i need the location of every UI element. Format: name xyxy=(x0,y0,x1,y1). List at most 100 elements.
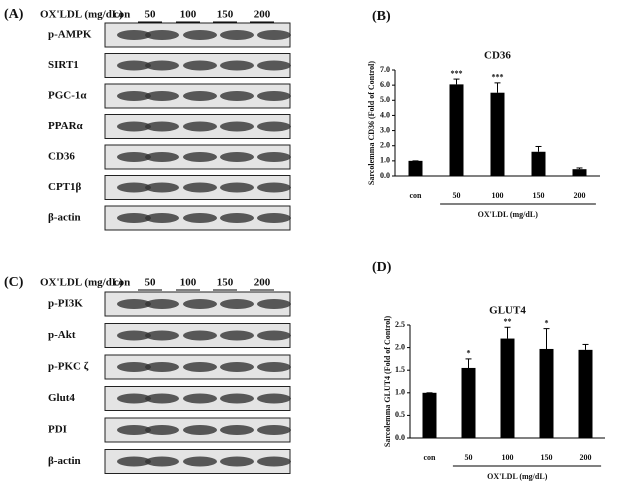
blot-band xyxy=(220,299,254,309)
panel-label: (A) xyxy=(4,7,24,22)
lane-label: con xyxy=(114,9,131,21)
bar xyxy=(461,367,476,438)
blot-band xyxy=(183,182,217,193)
bar xyxy=(578,349,593,438)
x-tick-label: con xyxy=(424,453,437,462)
row-label: p-AMPK xyxy=(48,29,92,41)
lane-label: 150 xyxy=(217,277,234,289)
blot-band xyxy=(220,393,254,404)
blot-band xyxy=(145,393,179,404)
y-tick-label: 2.5 xyxy=(395,320,405,329)
row-label: β-actin xyxy=(48,212,81,224)
blot-band xyxy=(117,393,151,404)
blot-band xyxy=(183,121,217,132)
blot-band xyxy=(183,152,217,162)
lane-label: con xyxy=(114,277,131,289)
lane-label: 200 xyxy=(254,9,271,21)
significance: *** xyxy=(451,69,463,78)
blot-band xyxy=(220,60,254,71)
blot-band xyxy=(183,362,217,372)
blot-band xyxy=(220,121,254,132)
lane-label: 100 xyxy=(180,277,197,289)
blot-band xyxy=(257,456,291,467)
significance: *** xyxy=(492,73,504,82)
bar xyxy=(539,348,554,438)
y-tick-label: 6.0 xyxy=(380,80,390,89)
x-tick-label: 100 xyxy=(492,191,504,200)
blot-band xyxy=(220,91,254,101)
row-label: PDI xyxy=(48,424,67,436)
lane-label: 100 xyxy=(180,9,197,21)
row-label: PGC-1α xyxy=(48,90,87,102)
blot-band xyxy=(257,299,291,309)
blot-band xyxy=(257,121,291,132)
x-axis-label: OX'LDL (mg/dL) xyxy=(487,472,548,481)
blot-header: OX'LDL (mg/dL) xyxy=(40,9,123,21)
panel-label: (D) xyxy=(372,260,392,275)
blot-band xyxy=(145,362,179,372)
y-tick-label: 1.0 xyxy=(380,156,390,165)
chart-title: CD36 xyxy=(484,50,511,62)
y-axis-label: Sarcolemma CD36 (Fold of Control) xyxy=(367,61,376,185)
lane-label: 150 xyxy=(217,9,234,21)
blot-band xyxy=(183,330,217,341)
panel-label: (B) xyxy=(372,9,391,24)
blot-band xyxy=(183,213,217,223)
blot-band xyxy=(257,60,291,71)
blot-band xyxy=(117,362,151,372)
blot-band xyxy=(145,121,179,132)
y-tick-label: 0.5 xyxy=(395,410,405,419)
significance: ** xyxy=(504,317,512,326)
row-label: p-PKC ζ xyxy=(48,361,89,373)
bar xyxy=(490,92,505,176)
blot-band xyxy=(145,30,179,40)
blot-band xyxy=(183,299,217,309)
row-label: SIRT1 xyxy=(48,59,79,71)
x-tick-label: 150 xyxy=(541,453,553,462)
row-label: PPARα xyxy=(48,120,84,132)
lane-label: 50 xyxy=(145,277,157,289)
x-tick-label: 50 xyxy=(453,191,461,200)
blot-band xyxy=(145,456,179,467)
x-tick-label: 100 xyxy=(502,453,514,462)
row-label: Glut4 xyxy=(48,392,75,404)
blot-band xyxy=(183,425,217,435)
blot-band xyxy=(220,362,254,372)
blot-band xyxy=(183,30,217,40)
y-tick-label: 2.0 xyxy=(380,141,390,150)
significance: * xyxy=(467,349,471,358)
y-tick-label: 4.0 xyxy=(380,110,390,119)
blot-band xyxy=(117,182,151,193)
x-tick-label: 200 xyxy=(580,453,592,462)
y-tick-label: 7.0 xyxy=(380,65,390,74)
y-tick-label: 0.0 xyxy=(395,433,405,442)
blot-band xyxy=(117,330,151,341)
blot-band xyxy=(117,152,151,162)
y-tick-label: 3.0 xyxy=(380,125,390,134)
blot-band xyxy=(183,456,217,467)
blot-band xyxy=(117,91,151,101)
y-tick-label: 0.0 xyxy=(380,171,390,180)
lane-label: 50 xyxy=(145,9,157,21)
blot-band xyxy=(257,91,291,101)
blot-band xyxy=(220,456,254,467)
row-label: p-Akt xyxy=(48,329,76,341)
blot-band xyxy=(257,362,291,372)
row-label: CD36 xyxy=(48,151,75,163)
blot-header: OX'LDL (mg/dL) xyxy=(40,277,123,289)
y-tick-label: 1.0 xyxy=(395,388,405,397)
lane-label: 200 xyxy=(254,277,271,289)
blot-band xyxy=(145,330,179,341)
y-axis-label: Sarcolemma GLUT4 (Fold of Control) xyxy=(383,316,392,448)
blot-band xyxy=(220,330,254,341)
blot-band xyxy=(257,425,291,435)
blot-band xyxy=(145,152,179,162)
x-tick-label: 200 xyxy=(574,191,586,200)
bar xyxy=(422,392,437,438)
blot-band xyxy=(117,213,151,223)
row-label: β-actin xyxy=(48,455,81,467)
blot-band xyxy=(145,91,179,101)
blot-band xyxy=(117,456,151,467)
blot-band xyxy=(257,182,291,193)
